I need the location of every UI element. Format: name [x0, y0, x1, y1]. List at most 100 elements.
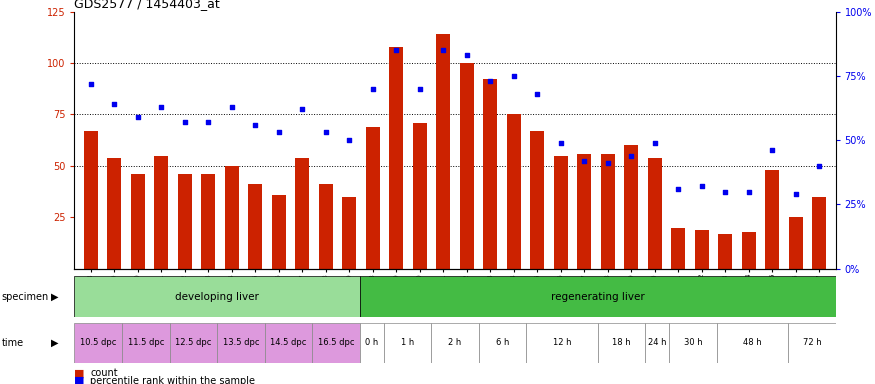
Bar: [178, 174, 192, 269]
Point: [389, 47, 403, 53]
Text: 10.5 dpc: 10.5 dpc: [80, 338, 116, 347]
Bar: [312, 323, 360, 363]
Text: 12.5 dpc: 12.5 dpc: [175, 338, 212, 347]
Text: specimen: specimen: [2, 291, 49, 302]
Text: 0 h: 0 h: [365, 338, 378, 347]
Bar: [108, 158, 122, 269]
Bar: [554, 156, 568, 269]
Text: 2 h: 2 h: [448, 338, 462, 347]
Point: [201, 119, 215, 125]
Text: 14.5 dpc: 14.5 dpc: [270, 338, 306, 347]
Text: 6 h: 6 h: [496, 338, 509, 347]
Bar: [671, 228, 685, 269]
Text: 24 h: 24 h: [648, 338, 667, 347]
Text: 72 h: 72 h: [802, 338, 821, 347]
Text: 13.5 dpc: 13.5 dpc: [222, 338, 259, 347]
Text: developing liver: developing liver: [175, 291, 259, 302]
Bar: [74, 276, 360, 317]
Bar: [600, 154, 615, 269]
Bar: [170, 323, 217, 363]
Bar: [154, 156, 168, 269]
Text: 11.5 dpc: 11.5 dpc: [128, 338, 164, 347]
Bar: [718, 234, 732, 269]
Point: [178, 119, 192, 125]
Point: [648, 140, 662, 146]
Point: [671, 186, 685, 192]
Bar: [318, 184, 332, 269]
Bar: [265, 323, 312, 363]
Bar: [342, 197, 356, 269]
Bar: [788, 217, 802, 269]
Point: [624, 152, 638, 159]
Point: [108, 101, 122, 107]
Point: [295, 106, 309, 113]
Bar: [201, 174, 215, 269]
Bar: [84, 131, 98, 269]
Bar: [507, 114, 521, 269]
Point: [530, 91, 544, 97]
Bar: [578, 154, 592, 269]
Text: 16.5 dpc: 16.5 dpc: [318, 338, 354, 347]
Bar: [695, 230, 709, 269]
Bar: [765, 170, 780, 269]
Text: count: count: [90, 368, 118, 378]
Text: 18 h: 18 h: [612, 338, 631, 347]
Bar: [225, 166, 239, 269]
Bar: [130, 174, 145, 269]
Bar: [788, 323, 836, 363]
Point: [788, 191, 802, 197]
Text: 48 h: 48 h: [743, 338, 761, 347]
Point: [84, 81, 98, 87]
Point: [718, 189, 732, 195]
Point: [554, 140, 568, 146]
Bar: [122, 323, 170, 363]
Point: [578, 158, 592, 164]
Point: [459, 52, 473, 58]
Bar: [383, 323, 431, 363]
Point: [742, 189, 756, 195]
Point: [318, 129, 332, 136]
Text: percentile rank within the sample: percentile rank within the sample: [90, 376, 256, 384]
Text: 1 h: 1 h: [401, 338, 414, 347]
Point: [342, 137, 356, 143]
Bar: [646, 323, 669, 363]
Point: [248, 122, 262, 128]
Point: [766, 147, 780, 154]
Bar: [669, 323, 717, 363]
Bar: [389, 46, 403, 269]
Bar: [217, 323, 265, 363]
Bar: [413, 122, 427, 269]
Bar: [437, 34, 451, 269]
Point: [131, 114, 145, 120]
Bar: [812, 197, 826, 269]
Text: ▶: ▶: [51, 291, 59, 302]
Point: [695, 184, 709, 190]
Text: ▶: ▶: [51, 338, 59, 348]
Text: time: time: [2, 338, 24, 348]
Point: [812, 163, 826, 169]
Bar: [366, 127, 380, 269]
Point: [154, 104, 168, 110]
Point: [483, 78, 497, 84]
Bar: [648, 158, 662, 269]
Point: [225, 104, 239, 110]
Bar: [431, 323, 479, 363]
Bar: [530, 131, 544, 269]
Bar: [483, 79, 497, 269]
Text: ■: ■: [74, 376, 85, 384]
Bar: [74, 323, 122, 363]
Bar: [527, 323, 598, 363]
Bar: [360, 276, 836, 317]
Bar: [360, 323, 383, 363]
Bar: [717, 323, 788, 363]
Text: 30 h: 30 h: [683, 338, 703, 347]
Point: [413, 86, 427, 92]
Point: [437, 47, 451, 53]
Text: ■: ■: [74, 368, 85, 378]
Text: regenerating liver: regenerating liver: [551, 291, 645, 302]
Bar: [624, 145, 638, 269]
Point: [272, 129, 286, 136]
Text: GDS2577 / 1454403_at: GDS2577 / 1454403_at: [74, 0, 220, 10]
Bar: [459, 63, 473, 269]
Bar: [742, 232, 756, 269]
